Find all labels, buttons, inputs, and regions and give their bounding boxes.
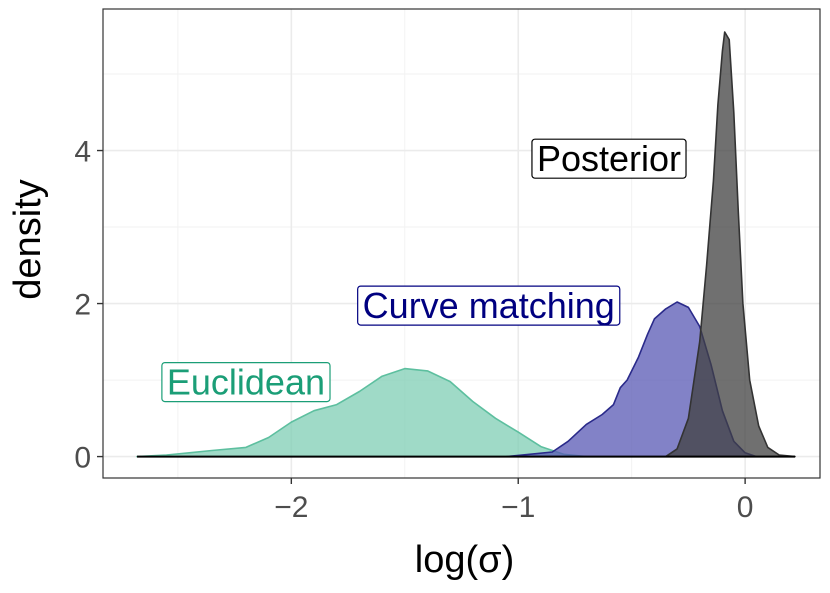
y-axis-title: density xyxy=(7,179,49,299)
panel-border xyxy=(102,8,821,479)
y-tick-label: 4 xyxy=(74,136,91,169)
axis-ticks: −2 −1 0 0 2 4 xyxy=(74,136,753,524)
density-area-euclidean xyxy=(136,367,588,458)
label-box xyxy=(357,285,621,326)
x-axis-title: log(σ) xyxy=(415,539,514,581)
density-areas xyxy=(136,31,796,458)
annotations: Posterior Curve matching Euclidean xyxy=(161,138,687,403)
x-tick-label: −2 xyxy=(274,491,308,524)
label-text: Curve matching xyxy=(363,285,615,326)
label-box xyxy=(531,138,687,179)
label-text: Posterior xyxy=(537,138,681,179)
label-posterior: Posterior xyxy=(531,138,687,179)
label-text: Euclidean xyxy=(167,362,325,403)
label-box xyxy=(161,361,331,403)
density-area-posterior xyxy=(664,31,796,458)
x-tick-label: 0 xyxy=(737,491,754,524)
x-tick-label: −1 xyxy=(501,491,535,524)
label-euclidean: Euclidean xyxy=(161,361,331,403)
y-tick-label: 2 xyxy=(74,289,91,322)
y-tick-label: 0 xyxy=(74,442,91,475)
label-curve-matching: Curve matching xyxy=(357,285,621,326)
